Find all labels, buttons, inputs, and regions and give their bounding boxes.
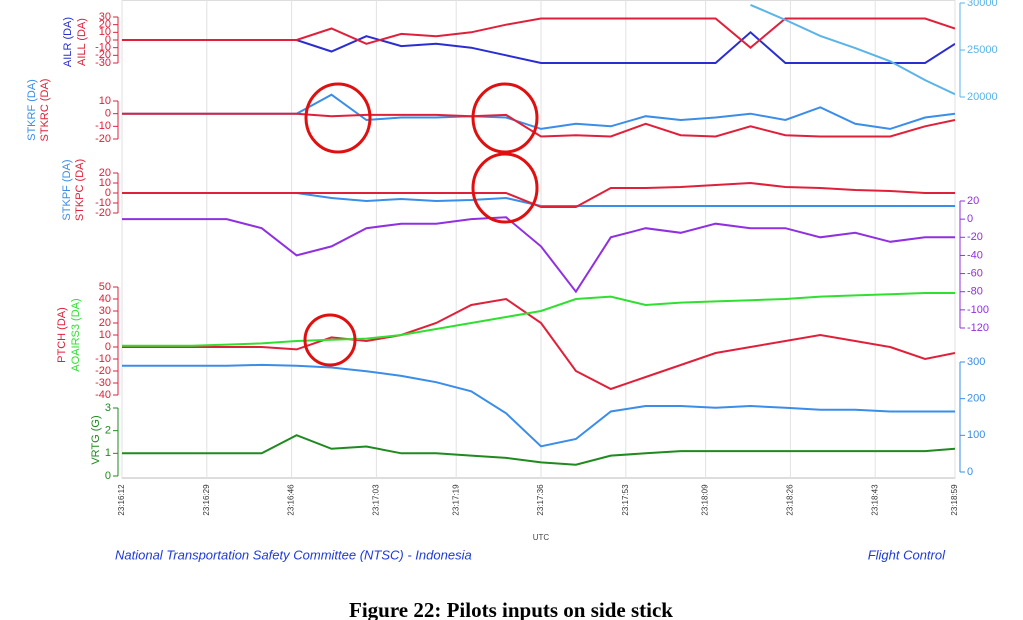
series-line — [122, 434, 955, 466]
y-tick-label: 300 — [967, 356, 985, 368]
x-tick-label: 23:17:03 — [371, 484, 380, 516]
y-tick-label: 20000 — [967, 91, 998, 103]
y-tick-label: 0 — [967, 466, 973, 478]
series-line — [122, 292, 955, 347]
y-tick-label: -10 — [95, 197, 111, 209]
y-tick-label: -40 — [967, 249, 983, 261]
x-tick-label: 23:16:29 — [202, 484, 211, 516]
y-axis-label: VRTG (G) — [90, 415, 102, 464]
series-line — [122, 93, 955, 130]
series-line — [122, 216, 955, 294]
series-line — [750, 3, 955, 96]
y-axis-label: STKRF (DA) — [26, 79, 38, 141]
y-tick-label: 20 — [99, 167, 111, 179]
footer-right: Flight Control — [868, 547, 946, 562]
y-tick-label: -20 — [95, 49, 111, 61]
x-axis-label: UTC — [533, 533, 550, 542]
grid — [121, 0, 956, 478]
y-tick-label: 20 — [967, 195, 979, 207]
y-tick-label: 200 — [967, 393, 985, 405]
y-tick-label: 30 — [99, 11, 111, 23]
y-tick-label: -60 — [967, 267, 983, 279]
y-tick-label: -30 — [95, 57, 111, 69]
y-tick-label: 0 — [105, 341, 111, 353]
y-tick-label: 2 — [105, 425, 111, 437]
y-tick-label: 30000 — [967, 0, 998, 9]
y-axis-label: AILR (DA) — [62, 17, 74, 67]
y-tick-label: 30 — [99, 305, 111, 317]
highlight-circle — [304, 82, 372, 154]
y-tick-label: 0 — [105, 187, 111, 199]
x-tick-label: 23:18:26 — [786, 484, 795, 516]
y-axis-label: STKPC (DA) — [74, 159, 86, 221]
series-line — [122, 363, 955, 448]
highlight-circle — [303, 313, 357, 367]
y-tick-label: -10 — [95, 353, 111, 365]
y-tick-label: 1 — [105, 447, 111, 459]
y-tick-label: 50 — [99, 281, 111, 293]
y-tick-label: 10 — [99, 95, 111, 107]
x-tick-label: 23:18:43 — [870, 484, 879, 516]
x-tick-label: 23:17:36 — [536, 484, 545, 516]
series-line — [122, 192, 955, 207]
y-tick-label: 0 — [105, 34, 111, 46]
y-tick-label: 20 — [99, 317, 111, 329]
series-line — [122, 112, 955, 138]
series-line — [122, 297, 955, 391]
y-tick-label: 100 — [967, 429, 985, 441]
y-tick-label: -20 — [95, 207, 111, 219]
y-axis-label: STKRC (DA) — [39, 79, 51, 142]
y-tick-label: 20 — [99, 19, 111, 31]
highlight-circle — [471, 82, 539, 154]
y-tick-label: -120 — [967, 322, 989, 334]
highlight-circle — [471, 152, 539, 224]
y-tick-label: 0 — [105, 108, 111, 120]
y-tick-label: -20 — [95, 133, 111, 145]
y-tick-label: 10 — [99, 26, 111, 38]
y-tick-label: -10 — [95, 120, 111, 132]
y-tick-label: 10 — [99, 177, 111, 189]
y-tick-label: -80 — [967, 286, 983, 298]
y-tick-label: 3 — [105, 402, 111, 414]
y-tick-label: -20 — [95, 365, 111, 377]
series-line — [122, 30, 955, 64]
y-tick-label: -10 — [95, 42, 111, 54]
plot-frame — [121, 0, 956, 479]
x-tick-label: 23:16:12 — [117, 484, 126, 516]
y-tick-label: 10 — [99, 329, 111, 341]
y-tick-label: 0 — [105, 470, 111, 482]
series-line — [122, 181, 955, 208]
annotations — [303, 82, 539, 367]
y-axis-label: AILL (DA) — [76, 18, 88, 66]
y-axis-label: PTCH (DA) — [56, 307, 68, 363]
series-line — [122, 17, 955, 50]
x-tick-label: 23:18:59 — [950, 484, 959, 516]
y-tick-label: -20 — [967, 231, 983, 243]
footer-left: National Transportation Safety Committee… — [115, 547, 472, 562]
y-tick-label: -40 — [95, 389, 111, 401]
y-axis-label: AOAIRS3 (DA) — [70, 298, 82, 371]
y-tick-label: -100 — [967, 304, 989, 316]
y-axis-label: STKPF (DA) — [61, 159, 73, 220]
y-tick-label: 0 — [967, 213, 973, 225]
caption: Figure 22: Pilots inputs on side stick — [349, 598, 673, 620]
x-tick-label: 23:17:53 — [621, 484, 630, 516]
x-tick-label: 23:18:09 — [701, 484, 710, 516]
y-tick-label: 40 — [99, 293, 111, 305]
y-tick-label: -30 — [95, 377, 111, 389]
y-tick-label: 25000 — [967, 44, 998, 56]
x-tick-label: 23:17:19 — [451, 484, 460, 516]
plot-lines — [122, 3, 955, 466]
x-tick-label: 23:16:46 — [287, 484, 296, 516]
